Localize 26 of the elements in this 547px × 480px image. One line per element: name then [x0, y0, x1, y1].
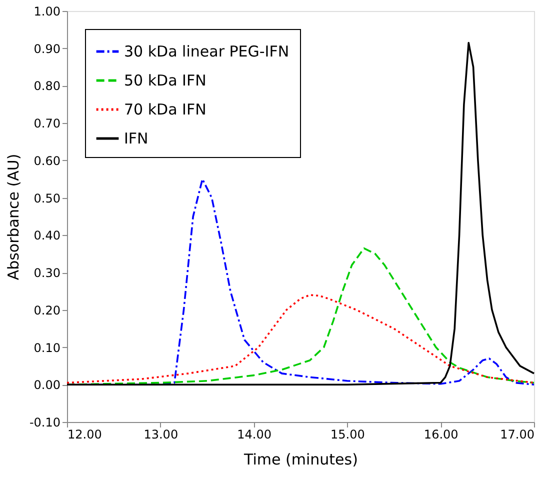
x-tick-label: 12.00 [68, 428, 102, 442]
x-tick-label: 13.00 [144, 428, 178, 442]
y-tick-label: 0.10 [34, 340, 60, 355]
y-tick-label: 0.30 [34, 266, 60, 280]
y-tick-label: 0.90 [34, 42, 60, 56]
legend-label: 50 kDa IFN [124, 72, 206, 90]
x-tick-label: 14.00 [237, 428, 272, 442]
y-tick-label: -0.10 [29, 416, 60, 430]
x-tick-label: 16.00 [424, 428, 458, 442]
y-tick-label: 0.00 [34, 378, 60, 392]
line-series [66, 294, 535, 384]
y-tick-label: 0.20 [34, 303, 60, 318]
legend-label: 30 kDa linear PEG-IFN [124, 42, 290, 60]
y-tick-label: 0.60 [34, 154, 60, 168]
y-axis-title: Absorbance (AU) [4, 154, 22, 280]
line-series [66, 42, 535, 386]
x-tick-label: 15.00 [330, 428, 365, 442]
legend-label: 70 kDa IFN [124, 100, 206, 118]
x-axis-title: Time (minutes) [243, 450, 358, 468]
y-tick-label: 0.50 [34, 191, 60, 206]
y-tick-label: 1.00 [34, 4, 60, 18]
y-tick-label: 0.40 [34, 228, 60, 243]
y-tick-label: 0.80 [34, 79, 60, 94]
legend-label: IFN [124, 130, 148, 148]
x-tick-label: 17.00 [500, 428, 534, 442]
y-tick-label: 0.70 [34, 116, 60, 131]
